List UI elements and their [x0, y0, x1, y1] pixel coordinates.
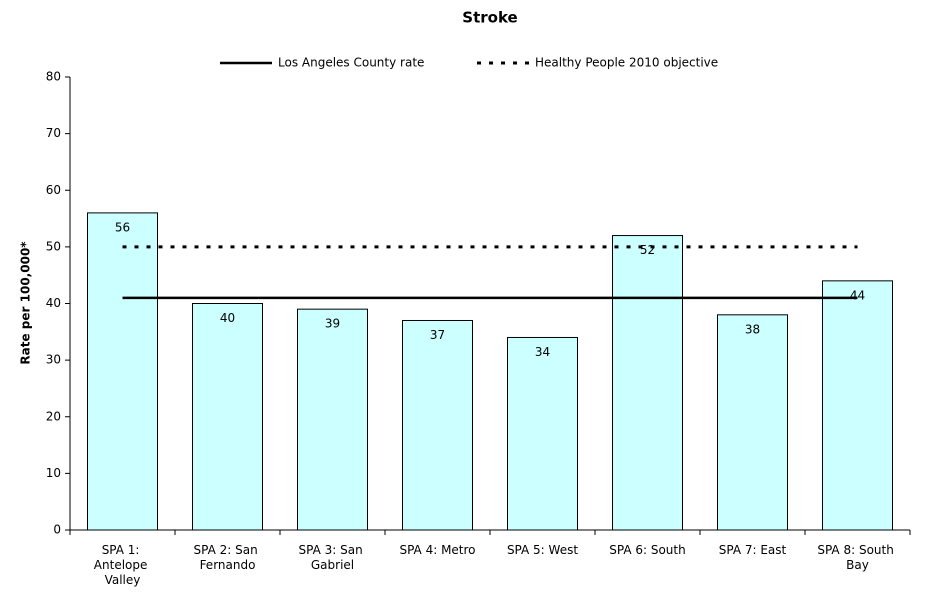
bar — [402, 319, 473, 531]
data-label: 34 — [535, 345, 550, 359]
data-label: 56 — [115, 220, 130, 234]
chart-title: Stroke — [462, 9, 517, 27]
x-tick-label: SPA 3: San Gabriel — [299, 543, 367, 572]
bar — [192, 303, 263, 531]
y-tick-label: 40 — [46, 296, 61, 310]
bar — [612, 235, 683, 531]
legend-label: Los Angeles County rate — [278, 56, 424, 70]
y-tick-label: 20 — [46, 409, 61, 423]
y-tick-label: 30 — [46, 353, 61, 367]
x-tick-label: SPA 8: South Bay — [817, 543, 897, 572]
x-tick-label: SPA 4: Metro — [399, 543, 475, 557]
x-tick-label: SPA 5: West — [507, 543, 578, 557]
x-tick-label: SPA 6: South — [609, 543, 685, 557]
legend-label: Healthy People 2010 objective — [535, 56, 718, 70]
data-label: 52 — [640, 243, 655, 257]
bar — [507, 336, 578, 531]
y-tick-label: 80 — [46, 70, 61, 84]
y-tick-label: 70 — [46, 126, 61, 140]
bar — [297, 308, 368, 531]
y-tick-label: 0 — [53, 523, 61, 537]
data-label: 39 — [325, 317, 340, 331]
y-axis-title: Rate per 100,000* — [19, 241, 33, 365]
x-tick-label: SPA 7: East — [719, 543, 787, 557]
data-label: 40 — [220, 311, 235, 325]
y-tick-label: 60 — [46, 183, 61, 197]
data-label: 44 — [850, 288, 865, 302]
bar — [87, 212, 158, 531]
y-tick-label: 10 — [46, 466, 61, 480]
bar — [822, 280, 893, 531]
x-tick-label: SPA 1: Antelope Valley — [94, 543, 151, 587]
data-label: 38 — [745, 322, 760, 336]
data-label: 37 — [430, 328, 445, 342]
x-tick-label: SPA 2: San Fernando — [194, 543, 262, 572]
y-tick-label: 50 — [46, 239, 61, 253]
bar — [717, 314, 788, 531]
